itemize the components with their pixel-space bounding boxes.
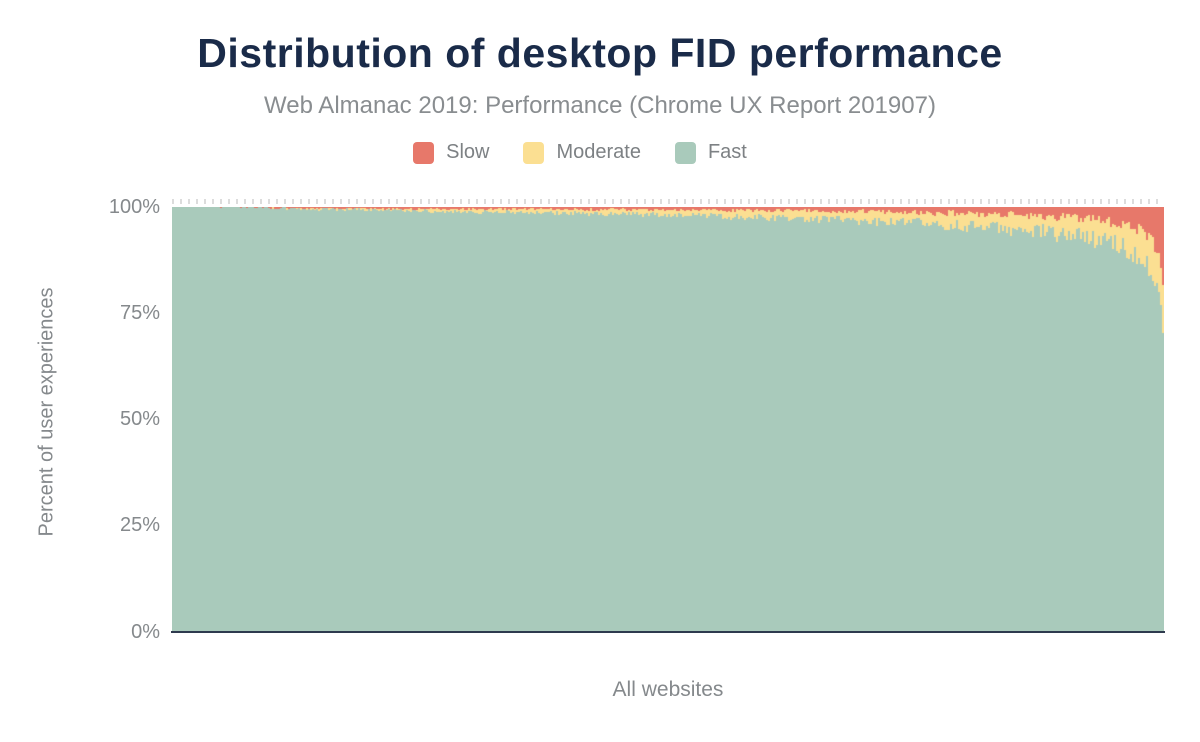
legend-swatch-fast (674, 141, 696, 164)
legend-item-slow: Slow (413, 141, 489, 164)
x-axis-label: All websites (612, 678, 724, 701)
legend-label-slow: Slow (446, 141, 490, 163)
legend-item-moderate: Moderate (523, 141, 641, 164)
x-axis-line (171, 631, 1165, 633)
legend-label-moderate: Moderate (556, 141, 641, 163)
chart-subtitle: Web Almanac 2019: Performance (Chrome UX… (264, 92, 936, 119)
y-tick-label-50: 50% (119, 408, 160, 430)
plot-canvas (172, 207, 1164, 632)
y-tick-label-100: 100% (108, 196, 160, 218)
legend: Slow Moderate Fast (0, 141, 1160, 164)
chart-title: Distribution of desktop FID performance (197, 30, 1003, 76)
y-tick-label-0: 0% (131, 621, 160, 643)
y-tick-label-25: 25% (119, 514, 160, 536)
top-tick-marks (172, 199, 1164, 204)
y-tick-label-75: 75% (119, 302, 160, 324)
legend-swatch-slow (413, 141, 435, 164)
legend-label-fast: Fast (707, 141, 747, 163)
plot-area (172, 207, 1164, 632)
y-axis-title: Percent of user experiences (35, 287, 58, 537)
legend-swatch-moderate (523, 141, 545, 164)
legend-item-fast: Fast (674, 141, 747, 164)
